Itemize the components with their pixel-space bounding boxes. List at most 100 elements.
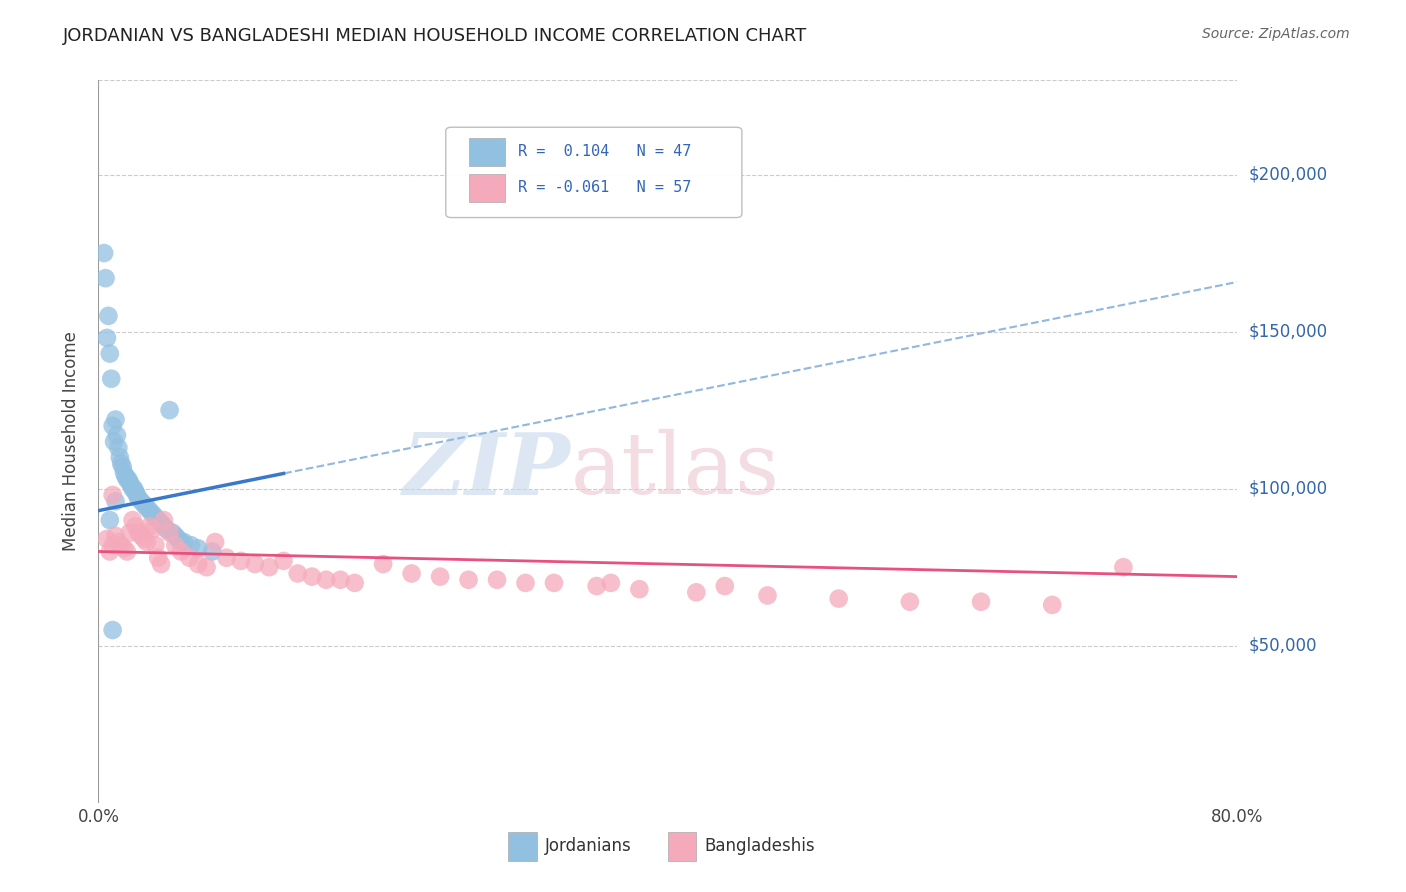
- Bangladeshis: [101, 538, 124, 552]
- Jordanians: [100, 372, 122, 386]
- Text: ZIP: ZIP: [404, 429, 571, 512]
- Bangladeshis: [515, 575, 537, 590]
- Jordanians: [105, 428, 128, 442]
- Jordanians: [121, 482, 143, 496]
- Bar: [468, 174, 505, 202]
- Bangladeshis: [756, 589, 779, 603]
- Jordanians: [117, 472, 139, 486]
- Bangladeshis: [101, 488, 124, 502]
- Text: Source: ZipAtlas.com: Source: ZipAtlas.com: [1202, 27, 1350, 41]
- Text: $200,000: $200,000: [1249, 166, 1327, 184]
- Jordanians: [159, 403, 181, 417]
- Jordanians: [180, 538, 202, 552]
- Jordanians: [108, 450, 131, 465]
- Bangladeshis: [170, 544, 193, 558]
- Bangladeshis: [259, 560, 281, 574]
- Bangladeshis: [148, 550, 170, 565]
- Bangladeshis: [429, 569, 451, 583]
- Jordanians: [141, 507, 163, 521]
- Bangladeshis: [373, 557, 395, 571]
- Bar: [509, 831, 537, 861]
- Jordanians: [150, 516, 173, 531]
- Bangladeshis: [401, 566, 423, 581]
- Text: Jordanians: Jordanians: [546, 838, 631, 855]
- Jordanians: [153, 519, 176, 533]
- Bangladeshis: [215, 550, 238, 565]
- Bangladeshis: [107, 535, 129, 549]
- Bangladeshis: [150, 557, 173, 571]
- Jordanians: [170, 535, 193, 549]
- Jordanians: [101, 418, 124, 433]
- Jordanians: [114, 469, 136, 483]
- Jordanians: [132, 497, 155, 511]
- Jordanians: [122, 482, 145, 496]
- Bangladeshis: [132, 532, 155, 546]
- Jordanians: [111, 459, 134, 474]
- Jordanians: [127, 491, 149, 505]
- Jordanians: [107, 441, 129, 455]
- Text: $50,000: $50,000: [1249, 637, 1317, 655]
- Bangladeshis: [828, 591, 851, 606]
- Bangladeshis: [287, 566, 309, 581]
- Bar: [668, 831, 696, 861]
- Bangladeshis: [179, 550, 201, 565]
- Bangladeshis: [124, 519, 146, 533]
- Jordanians: [148, 513, 170, 527]
- Jordanians: [104, 494, 127, 508]
- Bangladeshis: [273, 554, 295, 568]
- Bar: [468, 138, 505, 166]
- Jordanians: [138, 503, 160, 517]
- Bangladeshis: [685, 585, 707, 599]
- Jordanians: [115, 472, 138, 486]
- Bangladeshis: [628, 582, 651, 597]
- Jordanians: [145, 510, 167, 524]
- Bangladeshis: [486, 573, 509, 587]
- Bangladeshis: [145, 538, 167, 552]
- Bangladeshis: [118, 525, 141, 540]
- Jordanians: [124, 484, 146, 499]
- Jordanians: [156, 523, 179, 537]
- Bangladeshis: [457, 573, 479, 587]
- Bangladeshis: [112, 541, 135, 556]
- Bangladeshis: [153, 513, 176, 527]
- Bangladeshis: [187, 557, 209, 571]
- Jordanians: [162, 525, 184, 540]
- Bangladeshis: [329, 573, 352, 587]
- Jordanians: [129, 494, 152, 508]
- Bangladeshis: [121, 513, 143, 527]
- Bangladeshis: [127, 525, 149, 540]
- Jordanians: [104, 412, 127, 426]
- Jordanians: [173, 535, 195, 549]
- Bangladeshis: [1040, 598, 1063, 612]
- Bangladeshis: [165, 538, 187, 552]
- Text: $150,000: $150,000: [1249, 323, 1327, 341]
- Bangladeshis: [115, 544, 138, 558]
- Bangladeshis: [315, 573, 337, 587]
- Bangladeshis: [1112, 560, 1135, 574]
- Text: $100,000: $100,000: [1249, 480, 1327, 498]
- Text: R =  0.104   N = 47: R = 0.104 N = 47: [517, 144, 690, 159]
- Bangladeshis: [135, 535, 157, 549]
- Bangladeshis: [543, 575, 565, 590]
- Jordanians: [187, 541, 209, 556]
- Jordanians: [97, 309, 120, 323]
- Text: Bangladeshis: Bangladeshis: [704, 838, 815, 855]
- Jordanians: [120, 478, 142, 492]
- Bangladeshis: [98, 544, 121, 558]
- Jordanians: [93, 246, 115, 260]
- Bangladeshis: [96, 532, 118, 546]
- Text: atlas: atlas: [571, 429, 780, 512]
- Y-axis label: Median Household Income: Median Household Income: [62, 332, 80, 551]
- Bangladeshis: [141, 523, 163, 537]
- Jordanians: [94, 271, 117, 285]
- Jordanians: [118, 475, 141, 490]
- Text: R = -0.061   N = 57: R = -0.061 N = 57: [517, 179, 690, 194]
- Bangladeshis: [343, 575, 366, 590]
- Jordanians: [110, 457, 132, 471]
- Bangladeshis: [243, 557, 266, 571]
- Bangladeshis: [129, 529, 152, 543]
- Bangladeshis: [138, 519, 160, 533]
- Jordanians: [167, 532, 190, 546]
- Jordanians: [165, 529, 187, 543]
- Jordanians: [201, 544, 224, 558]
